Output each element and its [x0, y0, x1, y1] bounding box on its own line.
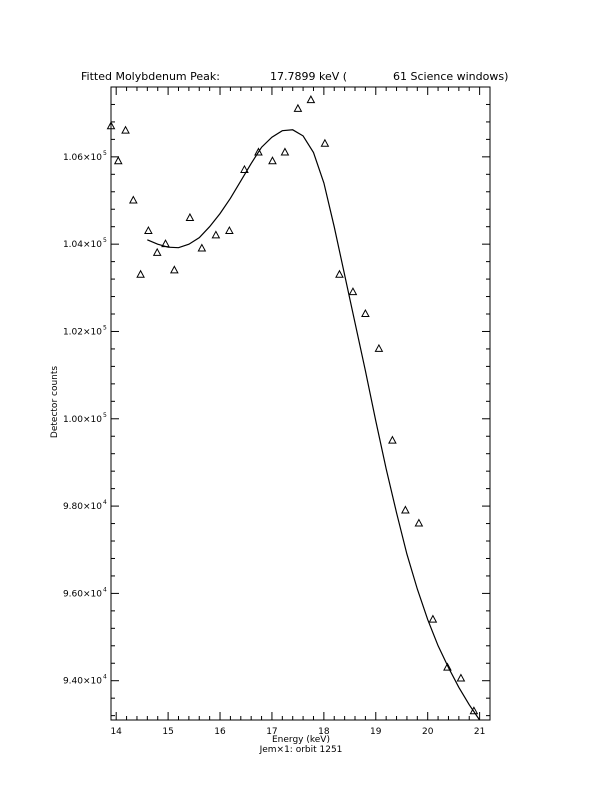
data-point-triangle: [254, 147, 263, 156]
y-axis-ticks: 9.40×10 49.60×10 49.80×10 41.00×10 51.02×10 5…: [63, 86, 490, 717]
data-point-triangle: [414, 518, 424, 527]
y-tick-label: 9.80×10: [63, 502, 102, 512]
y-tick-label: 1.04×10: [63, 240, 102, 250]
y-tick-exponent: 4: [103, 674, 107, 681]
chart-title-science-windows: 61 Science windows): [393, 70, 508, 83]
data-point-triangle: [388, 435, 397, 444]
chart-title-label: Fitted Molybdenum Peak:: [81, 70, 220, 83]
data-point-triangle: [106, 121, 116, 130]
x-axis-label: Energy (keV): [272, 735, 330, 745]
y-axis-label: Detector counts: [50, 366, 60, 438]
data-point-triangle: [320, 138, 330, 147]
data-point-triangle: [128, 195, 138, 204]
y-tick-exponent: 5: [103, 150, 107, 157]
x-axis-ticks: 14 15 16 17 18 19 20 21: [110, 87, 491, 737]
data-point-triangle: [335, 269, 344, 278]
data-point-triangle: [113, 156, 123, 165]
x-tick-label: 15: [162, 727, 173, 737]
x-tick-label: 17: [266, 727, 277, 737]
y-tick-exponent: 5: [103, 324, 107, 331]
plot-frame: [110, 86, 491, 721]
y-tick-exponent: 4: [103, 586, 107, 593]
x-tick-label: 18: [318, 727, 330, 737]
y-tick-exponent: 5: [103, 412, 107, 419]
x-tick-label: 16: [214, 727, 226, 737]
data-point-triangle: [152, 247, 162, 256]
data-point-triangle: [136, 269, 145, 278]
data-point-triangle: [456, 673, 466, 682]
data-point-triangle: [280, 147, 290, 156]
data-point-triangle: [401, 505, 410, 514]
x-tick-label: 21: [474, 727, 485, 737]
y-tick-label: 9.40×10: [63, 677, 102, 687]
data-point-triangle: [306, 95, 316, 104]
y-tick-label: 1.02×10: [63, 327, 102, 337]
data-point-triangle: [374, 343, 384, 352]
data-point-triangle: [240, 164, 249, 173]
y-tick-exponent: 5: [103, 237, 107, 244]
data-point-triangle: [293, 103, 303, 112]
x-tick-label: 19: [370, 727, 382, 737]
x-tick-label: 14: [110, 727, 122, 737]
x-tick-label: 20: [422, 727, 434, 737]
data-point-triangle: [185, 212, 195, 221]
data-point-triangle: [144, 226, 153, 235]
data-point-triangle: [197, 243, 207, 252]
data-point-triangle: [348, 287, 358, 296]
y-tick-label: 1.00×10: [63, 415, 102, 425]
y-tick-label: 1.06×10: [63, 153, 102, 163]
data-point-triangle: [211, 230, 221, 239]
data-point-triangle: [469, 706, 479, 715]
data-point-triangle: [361, 308, 370, 318]
data-point-triangle: [443, 662, 452, 671]
fitted-curve: [147, 129, 481, 721]
y-tick-exponent: 4: [103, 499, 107, 506]
data-point-triangle: [268, 156, 277, 165]
data-point-triangle: [121, 125, 130, 134]
data-point-triangle: [428, 614, 438, 623]
data-point-triangle: [225, 226, 234, 235]
data-point-triangle: [170, 265, 179, 274]
footer-orbit-label: Jem×1: orbit 1251: [259, 745, 343, 755]
series-layer: [106, 95, 481, 721]
chart-title-peak-energy: 17.7899 keV (: [270, 70, 347, 83]
y-tick-label: 9.60×10: [63, 589, 102, 599]
